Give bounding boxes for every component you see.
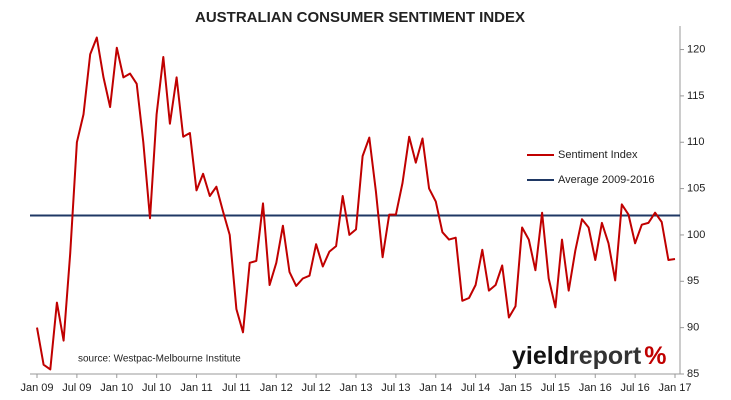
x-tick-label: Jan 14	[419, 382, 452, 394]
sentiment-line	[36, 36, 676, 371]
x-tick-label: Jul 13	[381, 382, 410, 394]
x-tick-label: Jan 16	[579, 382, 612, 394]
x-tick-label: Jul 11	[222, 382, 251, 394]
x-tick-label: Jan 15	[499, 382, 532, 394]
x-tick-label: Jan 12	[260, 382, 293, 394]
logo: yieldreport%	[512, 342, 666, 370]
x-tick-label: Jul 15	[541, 382, 570, 394]
y-tick-label: 110	[687, 136, 705, 148]
chart-title: AUSTRALIAN CONSUMER SENTIMENT INDEX	[195, 9, 525, 26]
y-tick-label: 105	[687, 183, 705, 195]
y-tick-label: 85	[687, 368, 699, 380]
x-tick-label: Jul 12	[301, 382, 330, 394]
x-tick-label: Jan 11	[180, 382, 212, 394]
logo-symbol: %	[644, 342, 666, 370]
x-tick-label: Jan 10	[100, 382, 133, 394]
x-tick-label: Jul 16	[620, 382, 649, 394]
y-tick-label: 95	[687, 275, 699, 287]
x-tick-label: Jul 10	[142, 382, 171, 394]
x-tick-label: Jul 14	[461, 382, 490, 394]
x-tick-label: Jan 13	[339, 382, 372, 394]
y-tick-label: 115	[687, 90, 705, 102]
x-tick-label: Jan 17	[658, 382, 691, 394]
x-tick-label: Jan 09	[20, 382, 53, 394]
logo-word: yield	[512, 342, 569, 370]
legend-label: Sentiment Index	[558, 149, 638, 161]
legend-label: Average 2009-2016	[558, 174, 654, 186]
source-note: source: Westpac-Melbourne Institute	[78, 354, 241, 365]
x-tick-label: Jul 09	[62, 382, 91, 394]
y-tick-label: 90	[687, 322, 699, 334]
logo-word: report	[569, 342, 642, 370]
y-tick-label: 100	[687, 229, 705, 241]
y-tick-label: 120	[687, 43, 705, 55]
